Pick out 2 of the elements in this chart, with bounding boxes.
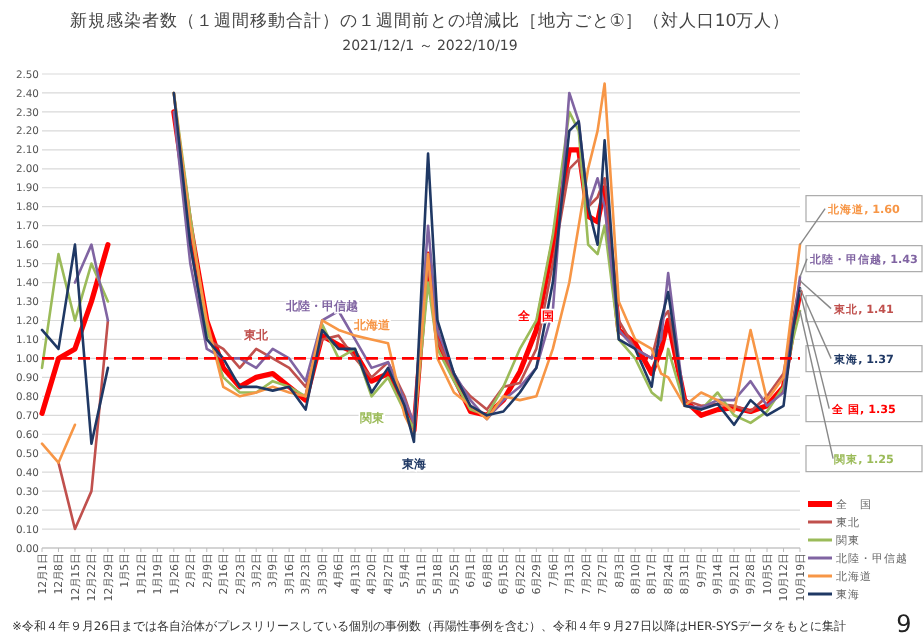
chart-title: 新規感染者数（１週間移動合計）の１週間前との増減比［地方ごと①］（対人口10万人） [69, 10, 791, 32]
text: 9 [896, 610, 912, 638]
